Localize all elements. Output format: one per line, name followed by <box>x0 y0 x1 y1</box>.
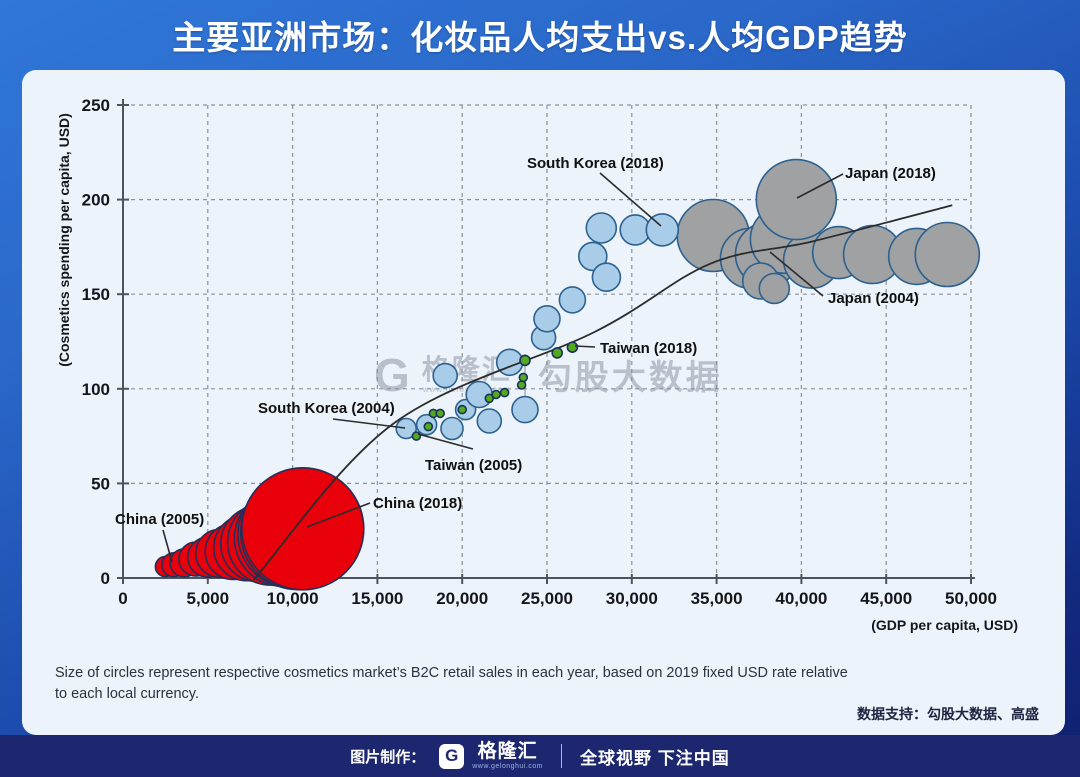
bubble-taiwan <box>423 421 434 432</box>
x-tick-label: 5,000 <box>187 589 230 608</box>
gelonghui-logo-icon: G <box>439 743 465 769</box>
annotation-line <box>574 345 596 348</box>
annotation-label: Japan (2018) <box>845 165 936 182</box>
bubble-japan <box>758 272 791 305</box>
x-axis-title: (GDP per capita, USD) <box>871 617 1018 633</box>
bubble-taiwan <box>566 341 579 354</box>
footer-slogan: 全球视野 下注中国 <box>580 748 730 768</box>
annotation-label: Japan (2004) <box>828 290 919 307</box>
series-taiwan <box>411 341 579 441</box>
x-tick-label: 20,000 <box>436 589 488 608</box>
bubble-korea <box>440 416 464 441</box>
annotation-line <box>796 173 844 199</box>
x-tick-label: 15,000 <box>351 589 403 608</box>
annotation-line <box>306 502 371 528</box>
annotation-label: China (2018) <box>373 495 462 512</box>
bubble-korea <box>476 408 503 434</box>
bubble-korea <box>585 212 618 244</box>
y-axis-title: (Cosmetics spending per capita, USD) <box>56 113 72 367</box>
data-support-credit: 数据支持：勾股大数据、高盛 <box>857 706 1039 722</box>
footer-brand: 格隆汇 <box>477 741 538 762</box>
watermark: G 格隆汇 www.gelonghui.com 勾股大数据 <box>374 350 723 399</box>
bubble-korea <box>395 417 418 440</box>
bubble-korea <box>511 395 539 424</box>
footnote-line-1: Size of circles represent respective cos… <box>55 665 848 681</box>
y-tick-label: 200 <box>82 191 110 210</box>
gelonghui-logo-icon: G <box>374 348 410 401</box>
y-tick-label: 250 <box>82 96 110 115</box>
bubble-chart: 0 5,000 10,000 15,000 20,000 25,000 30,000 35,0… <box>56 96 1018 633</box>
x-tick-label: 40,000 <box>775 589 827 608</box>
y-tick-label: 100 <box>82 380 110 399</box>
series-korea <box>395 212 680 441</box>
x-tick-label: 0 <box>118 589 127 608</box>
bubble-korea <box>645 213 680 247</box>
bubble-taiwan <box>516 380 527 390</box>
x-tick-label: 35,000 <box>691 589 743 608</box>
bubble-taiwan <box>411 431 422 441</box>
x-tick-label: 25,000 <box>521 589 573 608</box>
chart-card: G 格隆汇 www.gelonghui.com 勾股大数据 0 5,000 10,0… <box>22 70 1065 735</box>
annotation-label: Taiwan (2005) <box>425 457 522 474</box>
x-tick-label: 45,000 <box>860 589 912 608</box>
footer-bar: 图片制作： G 格隆汇 www.gelonghui.com 全球视野 下注中国 <box>0 735 1080 777</box>
annotation-line <box>332 418 406 429</box>
footnote-line-2: to each local currency. <box>55 686 199 703</box>
chart-footnote: Size of circles represent respective cos… <box>55 663 1050 705</box>
bubble-korea <box>591 262 622 292</box>
watermark-name: 勾股大数据 <box>537 359 723 397</box>
x-tick-label: 50,000 <box>945 589 997 608</box>
annotation-label: South Korea (2018) <box>527 155 664 172</box>
annotation-line <box>599 172 662 227</box>
annotation-line <box>417 433 474 450</box>
x-tick-label: 30,000 <box>606 589 658 608</box>
bubble-taiwan <box>435 408 446 419</box>
footer-brand-url: www.gelonghui.com <box>472 763 544 770</box>
y-tick-label: 0 <box>101 569 110 588</box>
bubble-taiwan <box>491 389 501 400</box>
x-tick-label: 10,000 <box>267 589 319 608</box>
bubble-japan <box>914 221 981 288</box>
made-by-label: 图片制作： <box>350 748 426 766</box>
annotation-label: South Korea (2004) <box>258 400 395 417</box>
bubble-japan <box>755 158 838 241</box>
bubble-korea <box>533 305 561 333</box>
watermark-url: www.gelonghui.com <box>423 385 511 395</box>
annotation-label: Taiwan (2018) <box>600 340 697 357</box>
y-tick-label: 50 <box>91 474 110 493</box>
page-title: 主要亚洲市场：化妆品人均支出vs.人均GDP趋势 <box>172 19 908 56</box>
bubble-taiwan <box>457 404 468 415</box>
trend-line <box>252 204 953 581</box>
bubble-taiwan <box>551 347 564 359</box>
bubble-taiwan <box>519 354 531 367</box>
annotation-label: China (2005) <box>115 511 204 528</box>
bubble-korea <box>432 362 459 389</box>
series-japan <box>676 158 981 305</box>
y-tick-label: 150 <box>82 285 110 304</box>
bubble-taiwan <box>518 372 529 383</box>
bubble-taiwan <box>499 387 510 398</box>
bubble-korea <box>577 241 608 272</box>
bubble-korea <box>558 286 587 314</box>
annotation-line <box>162 529 173 563</box>
footer-divider <box>561 744 563 768</box>
annotations: South Korea (2018) Japan (2018) Japan (200… <box>115 155 936 563</box>
annotation-line <box>769 251 824 297</box>
bubble-china <box>240 466 365 591</box>
title-bar: 主要亚洲市场：化妆品人均支出vs.人均GDP趋势 <box>0 0 1080 70</box>
